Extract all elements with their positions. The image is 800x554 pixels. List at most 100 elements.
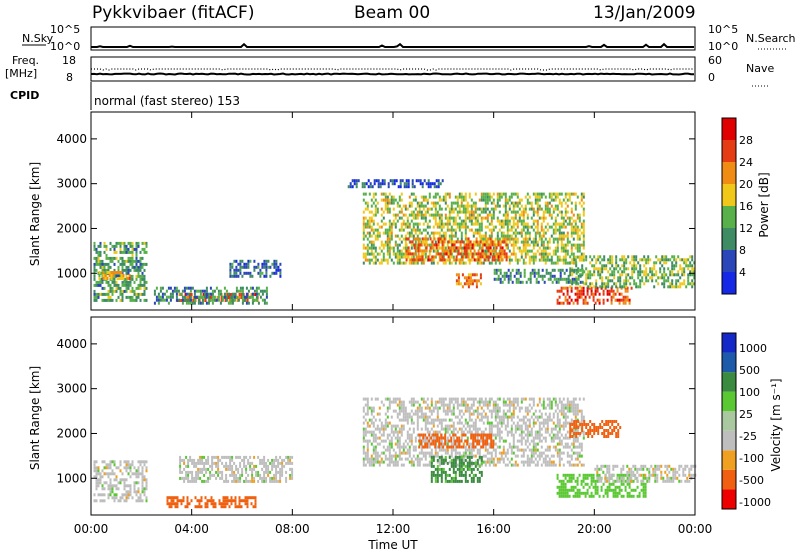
echo-cell [187,473,190,477]
echo-cell [464,421,467,425]
echo-cell [593,255,596,259]
echo-cell [468,451,471,455]
echo-cell [217,455,220,459]
echo-cell [482,454,485,458]
echo-cell [502,451,505,455]
echo-cell [402,213,405,217]
echo-cell [117,265,120,269]
echo-cell [490,219,493,223]
echo-cell [115,241,118,245]
echo-cell [619,285,622,289]
echo-cell [221,470,224,474]
echo-cell [388,201,391,205]
echo-cell [506,234,509,238]
echo-cell [518,246,521,250]
echo-cell [469,276,472,280]
echo-cell [398,409,401,413]
echo-cell [564,234,567,238]
echo-cell [603,258,606,262]
echo-cell [454,397,457,401]
echo-cell [221,455,224,459]
echo-cell [669,285,672,289]
echo-cell [450,261,453,265]
echo-cell [403,185,406,189]
echo-cell [101,280,104,284]
echo-cell [504,451,507,455]
echo-cell [229,461,232,465]
echo-cell [235,467,238,471]
echo-cell [106,277,109,280]
echo-cell [362,219,365,223]
echo-cell [596,289,599,293]
echo-cell [464,451,467,455]
echo-cell [252,496,255,500]
echo-cell [540,249,543,253]
echo-cell [534,433,537,437]
echo-cell [265,301,268,305]
echo-cell [99,499,102,503]
echo-cell [455,273,458,277]
echo-cell [394,430,397,434]
echo-cell [380,225,383,229]
echo-cell [105,298,108,302]
echo-cell [594,289,597,293]
echo-cell [406,451,409,455]
echo-cell [189,301,192,305]
echo-cell [143,292,146,296]
echo-cell [570,225,573,229]
echo-cell [517,280,520,284]
echo-cell [392,430,395,434]
echo-cell [496,430,499,434]
echo-cell [388,433,391,437]
echo-cell [406,430,409,434]
echo-cell [440,234,443,238]
echo-cell [201,458,204,462]
echo-cell [394,213,397,217]
echo-cell [115,283,118,287]
echo-cell [137,466,140,470]
echo-cell [145,466,148,470]
echo-cell [430,409,433,413]
echo-cell [123,259,126,263]
echo-cell [582,243,585,247]
echo-cell [647,258,650,262]
echo-cell [480,219,483,223]
echo-cell [428,430,431,434]
echo-cell [410,243,413,247]
echo-cell [484,207,487,211]
echo-cell [422,204,425,208]
echo-cell [496,406,499,410]
echo-cell [215,298,218,302]
echo-cell [480,198,483,202]
echo-cell [466,430,469,434]
echo-cell [498,258,501,262]
echo-cell [193,295,196,299]
echo-cell [225,461,228,465]
echo-cell [496,216,499,220]
echo-cell [412,400,415,404]
echo-cell [251,473,254,477]
echo-cell [481,252,484,256]
echo-cell [265,476,268,480]
echo-cell [388,442,391,446]
echo-cell [464,210,467,214]
echo-cell [551,268,554,272]
echo-cell [520,210,523,214]
echo-cell [621,255,624,259]
echo-cell [448,216,451,220]
echo-cell [647,261,650,265]
echo-cell [368,439,371,443]
echo-cell [436,246,439,250]
echo-cell [215,470,218,474]
echo-cell [239,265,242,269]
echo-cell [475,285,478,289]
echo-cell [241,274,244,278]
echo-cell [464,228,467,232]
echo-cell [127,295,130,299]
echo-cell [550,463,553,467]
echo-cell [402,204,405,208]
echo-cell [238,502,241,506]
echo-cell [566,286,569,290]
echo-cell [143,460,146,464]
echo-cell [671,261,674,265]
